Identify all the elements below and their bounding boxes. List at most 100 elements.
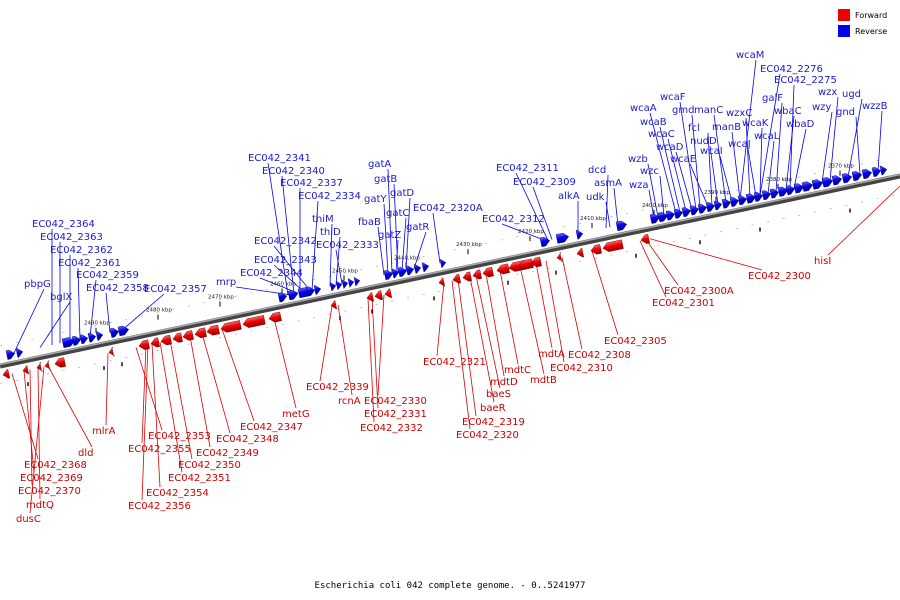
gene-label-udk[interactable]: udk xyxy=(586,192,605,203)
reverse-gene-arrow[interactable] xyxy=(761,189,772,201)
forward-gene-arrow[interactable] xyxy=(242,315,266,328)
forward-gene-arrow[interactable] xyxy=(576,247,584,258)
gene-label-ec042-2330[interactable]: EC042_2330 xyxy=(364,396,427,407)
reverse-gene-arrow[interactable] xyxy=(777,186,789,197)
reverse-gene-arrow[interactable] xyxy=(15,347,24,358)
gene-label-nudd[interactable]: nudD xyxy=(690,136,717,147)
forward-gene-arrow[interactable] xyxy=(472,269,482,280)
reverse-gene-arrow[interactable] xyxy=(313,284,322,295)
reverse-gene-arrow[interactable] xyxy=(539,236,551,248)
reverse-gene-arrow[interactable] xyxy=(109,327,120,338)
gene-label-ec042-2349[interactable]: EC042_2349 xyxy=(196,448,259,459)
gene-label-ec042-2332[interactable]: EC042_2332 xyxy=(360,423,423,434)
gene-label-ec042-2344[interactable]: EC042_2344 xyxy=(240,268,303,279)
gene-label-mdtb[interactable]: mdtB xyxy=(530,375,557,386)
forward-gene-arrow[interactable] xyxy=(2,369,10,379)
reverse-gene-arrow[interactable] xyxy=(697,203,708,214)
reverse-gene-arrow[interactable] xyxy=(745,193,757,204)
gene-label-dusc[interactable]: dusC xyxy=(16,514,41,525)
gene-label-fbab[interactable]: fbaB xyxy=(358,217,381,228)
gene-label-wcae[interactable]: wcaE xyxy=(670,154,696,165)
gene-label-wcai[interactable]: wcaI xyxy=(700,146,723,157)
gene-label-wzx[interactable]: wzx xyxy=(818,87,837,98)
gene-label-gatc[interactable]: gatC xyxy=(386,208,409,219)
reverse-gene-arrow[interactable] xyxy=(851,170,863,182)
gene-label-metg[interactable]: metG xyxy=(282,409,310,420)
reverse-gene-arrow[interactable] xyxy=(575,229,584,240)
gene-label-dld[interactable]: dld xyxy=(78,448,93,459)
gene-label-gaty[interactable]: gatY xyxy=(364,194,387,205)
gene-label-ec042-2275[interactable]: EC042_2275 xyxy=(774,75,837,86)
reverse-gene-arrow[interactable] xyxy=(821,176,834,188)
gene-label-mdta[interactable]: mdtA xyxy=(538,349,565,360)
gene-label-ec042-2354[interactable]: EC042_2354 xyxy=(146,488,209,499)
reverse-gene-arrow[interactable] xyxy=(713,200,723,211)
gene-label-ec042-2319[interactable]: EC042_2319 xyxy=(462,417,525,428)
gene-label-ec042-2347[interactable]: EC042_2347 xyxy=(240,422,303,433)
gene-label-ec042-2362[interactable]: EC042_2362 xyxy=(50,245,113,256)
gene-label-mrp[interactable]: mrp xyxy=(216,277,236,288)
reverse-gene-arrow[interactable] xyxy=(831,174,843,186)
reverse-gene-arrow[interactable] xyxy=(405,265,415,276)
gene-label-ec042-2341[interactable]: EC042_2341 xyxy=(248,153,311,164)
gene-label-ec042-2357[interactable]: EC042_2357 xyxy=(144,284,207,295)
gene-label-wzzb[interactable]: wzzB xyxy=(862,101,888,112)
gene-label-ec042-2359[interactable]: EC042_2359 xyxy=(76,270,139,281)
forward-gene-arrow[interactable] xyxy=(172,332,183,344)
gene-label-ec042-2339[interactable]: EC042_2339 xyxy=(306,382,369,393)
gene-label-ec042-2310[interactable]: EC042_2310 xyxy=(550,363,613,374)
reverse-gene-arrow[interactable] xyxy=(861,168,873,180)
gene-label-wcad[interactable]: wcaD xyxy=(656,142,684,153)
forward-gene-arrow[interactable] xyxy=(138,339,150,351)
gene-label-dcd[interactable]: dcd xyxy=(588,165,606,176)
forward-gene-arrow[interactable] xyxy=(602,239,624,253)
gene-label-wcak[interactable]: wcaK xyxy=(742,118,769,129)
forward-gene-arrow[interactable] xyxy=(482,266,494,278)
gene-label-wbac[interactable]: wbaC xyxy=(774,106,802,117)
forward-gene-arrow[interactable] xyxy=(22,364,30,375)
gene-label-wcab[interactable]: wcaB xyxy=(640,117,667,128)
reverse-gene-arrow[interactable] xyxy=(689,205,700,216)
gene-label-wcaf[interactable]: wcaF xyxy=(660,92,686,103)
reverse-gene-arrow[interactable] xyxy=(421,262,430,272)
gene-label-wcal[interactable]: wcaL xyxy=(754,131,780,142)
forward-gene-arrow[interactable] xyxy=(518,258,534,271)
reverse-gene-arrow[interactable] xyxy=(665,210,676,221)
gene-label-gmd[interactable]: gmd xyxy=(672,105,694,116)
gene-label-ec042-2361[interactable]: EC042_2361 xyxy=(58,258,121,269)
gene-label-ec042-2331[interactable]: EC042_2331 xyxy=(364,409,427,420)
gene-label-wzxc[interactable]: wzxC xyxy=(726,108,752,119)
gene-label-thid[interactable]: thiD xyxy=(320,227,341,238)
gene-label-ec042-2320[interactable]: EC042_2320 xyxy=(456,430,519,441)
forward-gene-arrow[interactable] xyxy=(160,334,172,346)
gene-label-gatb[interactable]: gatB xyxy=(374,174,397,185)
forward-gene-arrow[interactable] xyxy=(438,277,446,288)
forward-gene-arrow[interactable] xyxy=(374,290,383,301)
gene-label-ec042-2305[interactable]: EC042_2305 xyxy=(604,336,667,347)
reverse-gene-arrow[interactable] xyxy=(649,213,661,224)
gene-label-ec042-2337[interactable]: EC042_2337 xyxy=(280,178,343,189)
forward-gene-arrow[interactable] xyxy=(556,252,564,263)
reverse-gene-arrow[interactable] xyxy=(657,211,669,223)
gene-label-ec042-2350[interactable]: EC042_2350 xyxy=(178,460,241,471)
forward-gene-arrow[interactable] xyxy=(182,330,194,342)
reverse-gene-arrow[interactable] xyxy=(277,292,288,303)
forward-gene-arrow[interactable] xyxy=(54,357,66,369)
gene-label-ec042-2370[interactable]: EC042_2370 xyxy=(18,486,81,497)
reverse-gene-arrow[interactable] xyxy=(615,220,628,231)
gene-label-wcaj[interactable]: wcaJ xyxy=(728,139,751,150)
gene-label-gatd[interactable]: gatD xyxy=(390,188,414,199)
forward-gene-arrow[interactable] xyxy=(590,244,602,255)
gene-label-wzy[interactable]: wzy xyxy=(812,102,831,113)
reverse-gene-arrow[interactable] xyxy=(95,330,104,341)
gene-label-ec042-2343[interactable]: EC042_2343 xyxy=(254,255,317,266)
gene-label-ec042-2334[interactable]: EC042_2334 xyxy=(298,191,361,202)
forward-gene-arrow[interactable] xyxy=(496,263,510,275)
gene-label-wcaa[interactable]: wcaA xyxy=(630,103,657,114)
forward-gene-arrow[interactable] xyxy=(150,337,160,348)
reverse-gene-arrow[interactable] xyxy=(737,195,748,206)
gene-label-ec042-2340[interactable]: EC042_2340 xyxy=(262,166,325,177)
gene-label-alka[interactable]: alkA xyxy=(558,191,580,202)
gene-label-ec042-2300a[interactable]: EC042_2300A xyxy=(664,286,734,297)
gene-label-galf[interactable]: galF xyxy=(762,93,783,104)
